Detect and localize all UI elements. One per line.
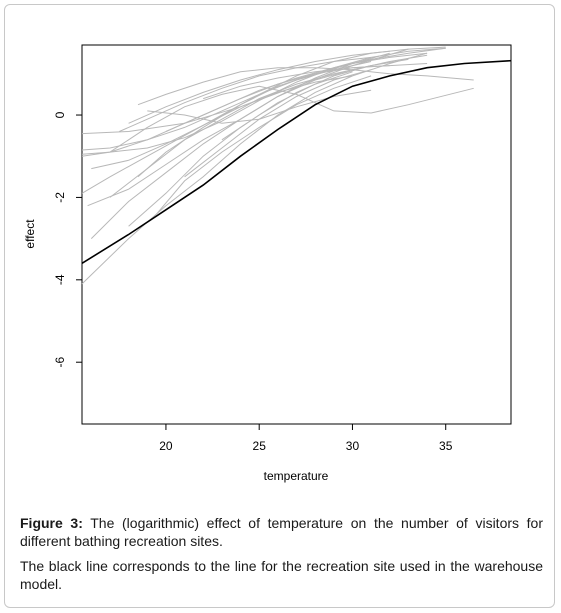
site-line-21 xyxy=(221,65,372,141)
y-tick-label--2: -2 xyxy=(53,192,67,203)
site-line-4 xyxy=(81,52,428,285)
y-axis-title: effect xyxy=(23,219,37,249)
figure-caption-text: The (logarithmic) effect of temperature … xyxy=(20,515,543,549)
figure-label: Figure 3: xyxy=(20,515,83,531)
site-line-8 xyxy=(109,85,474,153)
y-tick-label--4: -4 xyxy=(53,274,67,285)
site-line-13 xyxy=(137,52,428,178)
grey-lines-group xyxy=(81,46,474,285)
x-tick-label-35: 35 xyxy=(439,439,453,453)
site-line-9 xyxy=(90,54,428,239)
site-line-18 xyxy=(119,56,372,132)
site-line-2 xyxy=(81,47,446,157)
x-tick-label-30: 30 xyxy=(346,439,360,453)
black-line-group xyxy=(81,59,512,264)
warehouse-site-line xyxy=(81,59,512,264)
x-axis-title: temperature xyxy=(264,469,329,483)
site-line-10 xyxy=(109,58,409,198)
site-line-15 xyxy=(91,75,353,170)
y-tick-label--6: -6 xyxy=(53,357,67,368)
y-axis: 0 -2 -4 -6 xyxy=(53,111,82,368)
x-axis: 20 25 30 35 xyxy=(159,424,453,453)
plot-area xyxy=(81,44,512,425)
site-line-17 xyxy=(156,75,372,215)
caption-paragraph-2: The black line corresponds to the line f… xyxy=(20,558,543,592)
site-line-5 xyxy=(81,47,446,155)
site-line-19 xyxy=(184,69,372,178)
caption-paragraph-1: Figure 3: The (logarithmic) effect of te… xyxy=(20,514,543,550)
line-chart: 20 25 30 35 0 -2 -4 -6 temperature effect xyxy=(23,44,512,483)
figure-frame xyxy=(4,4,555,608)
x-tick-label-25: 25 xyxy=(253,439,267,453)
y-tick-label-0: 0 xyxy=(53,111,67,118)
x-tick-label-20: 20 xyxy=(159,439,173,453)
site-line-6 xyxy=(87,52,390,207)
site-line-16 xyxy=(165,65,390,132)
figure-caption: Figure 3: The (logarithmic) effect of te… xyxy=(20,514,543,600)
site-line-22 xyxy=(128,50,390,124)
site-line-20 xyxy=(203,63,428,100)
